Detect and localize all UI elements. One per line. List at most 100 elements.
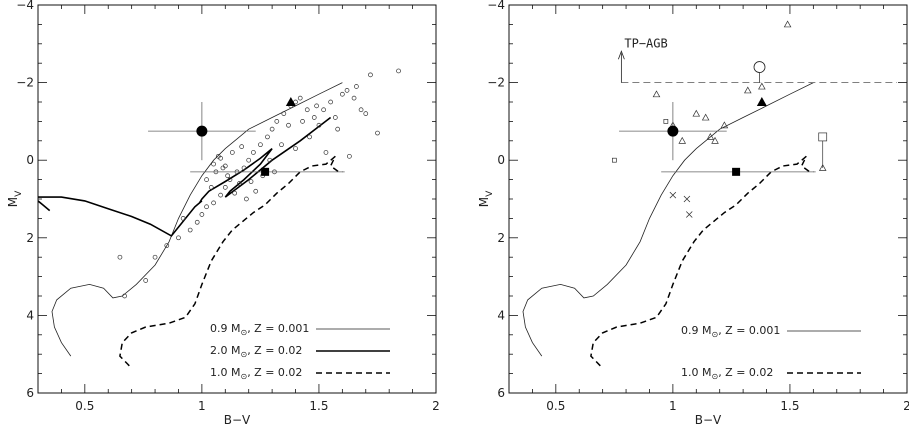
track-0.9msun-z0.001 (522, 82, 814, 357)
legend-label: 2.0 M⊙, Z = 0.02 (210, 344, 302, 359)
y-tick-label: 4 (26, 308, 34, 322)
filled-square (261, 167, 270, 176)
star-point (332, 115, 338, 120)
y-tick-label: 6 (26, 386, 34, 400)
star-point (218, 155, 223, 161)
star-point (211, 161, 216, 167)
legend-label-main: 2.0 M (210, 344, 240, 357)
star-point (267, 157, 273, 163)
star-point (375, 130, 380, 136)
star-point (279, 142, 284, 148)
star-point (347, 153, 352, 159)
star-point (274, 119, 280, 124)
star-point (187, 227, 193, 233)
y-axis-label-main: M (477, 197, 491, 207)
open-triangle-point (758, 82, 766, 90)
x-tick-label: 0.5 (546, 399, 565, 413)
x-tick-label: 1.5 (780, 399, 799, 413)
y-axis-label-main: M (6, 197, 20, 207)
star-point (117, 254, 123, 260)
track-1.0msun-z0.02 (119, 155, 343, 367)
star-point (204, 177, 209, 182)
star-point (297, 95, 303, 101)
star-point (143, 278, 149, 283)
open-triangle-point (706, 132, 715, 140)
x-tick-label: 2 (903, 399, 909, 413)
open-triangle-point (818, 164, 827, 171)
open-square-point (663, 119, 669, 124)
star-point (204, 204, 209, 210)
star-point (323, 150, 329, 155)
plot-area: TP−AGB (522, 20, 897, 367)
legend-label-rest: , Z = 0.001 (718, 324, 780, 337)
x-tick-label: 1 (669, 399, 677, 413)
y-axis-label-sub: V (485, 190, 495, 197)
open-triangle-point (720, 121, 729, 129)
star-point (316, 122, 322, 128)
star-point (246, 157, 252, 163)
legend-label-sub: ⊙ (711, 330, 718, 339)
open-triangle-point (678, 136, 687, 144)
star-point (368, 72, 373, 78)
star-point (229, 150, 235, 155)
filled-triangle (285, 97, 296, 106)
star-point (354, 84, 359, 89)
x-tick-label: 1.5 (309, 399, 328, 413)
legend-label-main: 1.0 M (681, 366, 711, 379)
y-tick-label: 2 (26, 231, 34, 245)
star-point (239, 144, 245, 149)
star-point (152, 254, 158, 260)
legend-label-sub: ⊙ (711, 372, 718, 381)
star-point (180, 216, 186, 221)
cross-point (669, 191, 677, 199)
track-0.9msun-z0.001 (51, 82, 343, 357)
x-axis-label: B−V (695, 413, 722, 427)
x-tick-label: 0.5 (75, 399, 94, 413)
x-tick-label: 1 (198, 399, 206, 413)
y-axis-label-sub: V (14, 190, 24, 197)
x-tick-label: 2 (432, 399, 440, 413)
star-point (335, 126, 341, 132)
legend-label-sub: ⊙ (240, 328, 247, 337)
legend-label-main: 0.9 M (681, 324, 711, 337)
open-square-point (612, 157, 617, 163)
star-point (222, 163, 228, 169)
star-point (236, 181, 242, 186)
star-point (211, 200, 216, 206)
star-point (328, 99, 333, 105)
star-point (227, 177, 233, 182)
open-triangle-point (711, 136, 719, 144)
open-triangle-point (701, 113, 710, 121)
star-point (244, 196, 249, 202)
star-point (321, 107, 326, 113)
star-point (232, 190, 238, 196)
star-point (218, 192, 223, 198)
open-triangle-point (783, 20, 792, 28)
legend-label-main: 0.9 M (210, 322, 240, 335)
star-point (363, 111, 369, 116)
cross-point (685, 211, 693, 218)
star-point (258, 142, 263, 148)
star-point (176, 235, 181, 241)
open-triangle-point (744, 86, 752, 94)
big-open-circle (753, 61, 766, 73)
cross-point (683, 195, 691, 203)
star-point (194, 219, 200, 225)
star-point (225, 173, 230, 179)
y-tick-label: 4 (497, 308, 505, 322)
y-tick-label: −4 (16, 0, 34, 12)
star-point (164, 243, 170, 248)
track-2.0msun-z0.02 (38, 116, 332, 237)
star-point (304, 107, 310, 113)
y-tick-label: 0 (26, 153, 34, 167)
legend-label-rest: , Z = 0.001 (247, 322, 309, 335)
open-triangle-point (652, 90, 661, 98)
star-point (251, 150, 256, 155)
tp-agb-arrow-head (618, 50, 625, 60)
legend-label: 1.0 M⊙, Z = 0.02 (681, 366, 773, 381)
star-point (351, 95, 357, 101)
x-axis-label: B−V (224, 413, 251, 427)
open-square-point (818, 132, 828, 142)
